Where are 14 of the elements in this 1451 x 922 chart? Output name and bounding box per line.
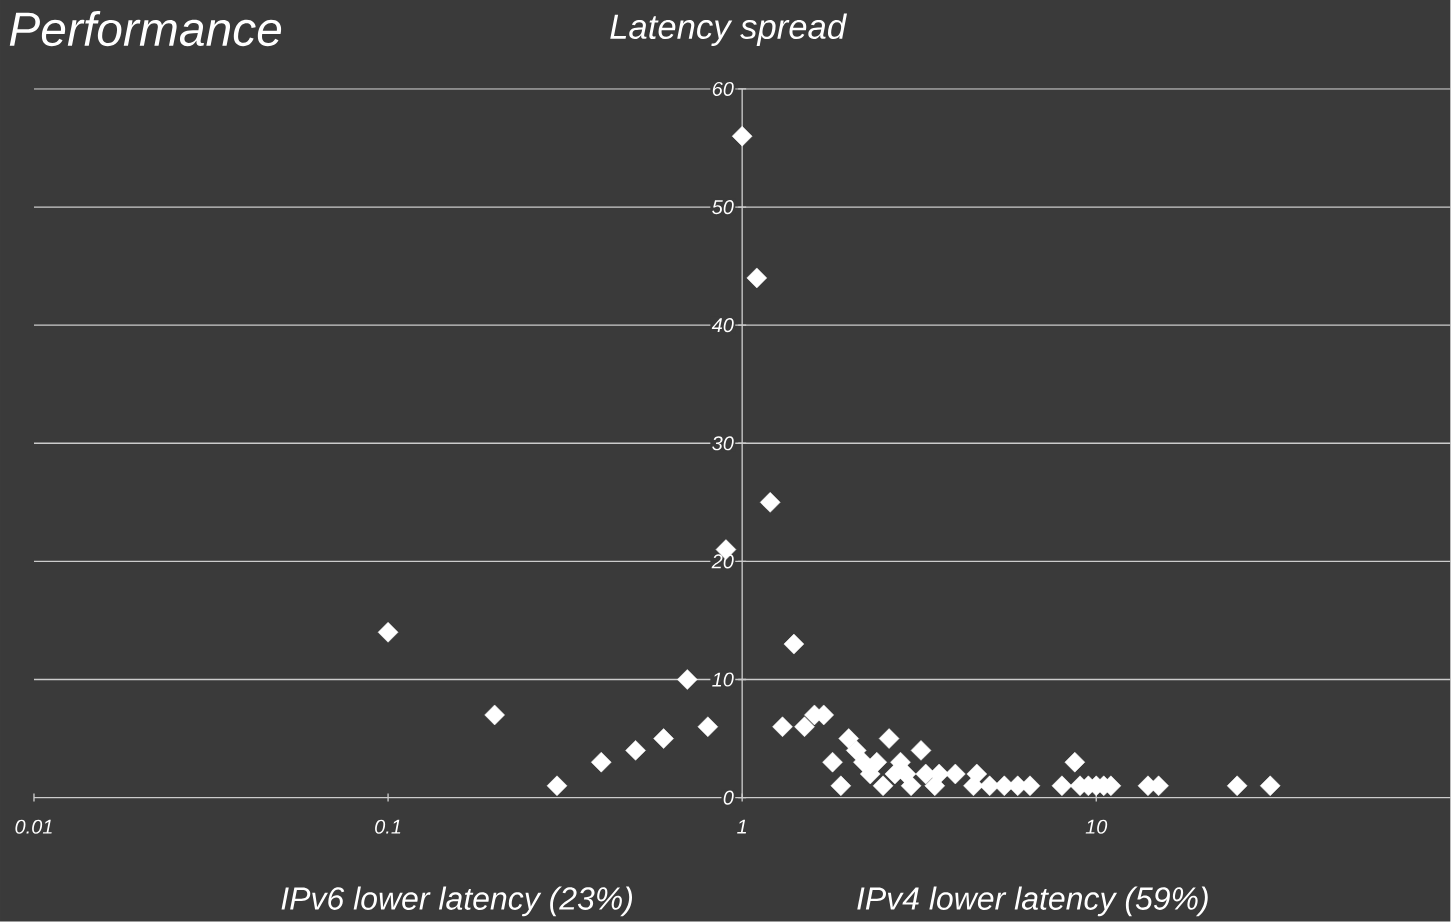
chart-subtitle: Latency spread [610, 13, 847, 47]
x-tick-label: 10 [1085, 819, 1108, 835]
y-tick-label: 0 [723, 790, 734, 805]
x-tick-label: 1 [737, 819, 747, 834]
y-tick-label: 30 [712, 436, 734, 451]
y-tick-label: 50 [712, 200, 734, 215]
x-tick-label: 0.1 [375, 819, 401, 835]
y-tick-label: 60 [712, 82, 734, 97]
y-tick-label: 10 [712, 672, 734, 687]
text: IPv4 lower latency (59%) [857, 886, 1208, 917]
x-tick-label: 0.01 [15, 819, 52, 835]
y-tick-label: 40 [711, 318, 734, 333]
chart-title: Performance [9, 11, 282, 47]
text: IPv6 lower latency (23%) [281, 886, 633, 917]
